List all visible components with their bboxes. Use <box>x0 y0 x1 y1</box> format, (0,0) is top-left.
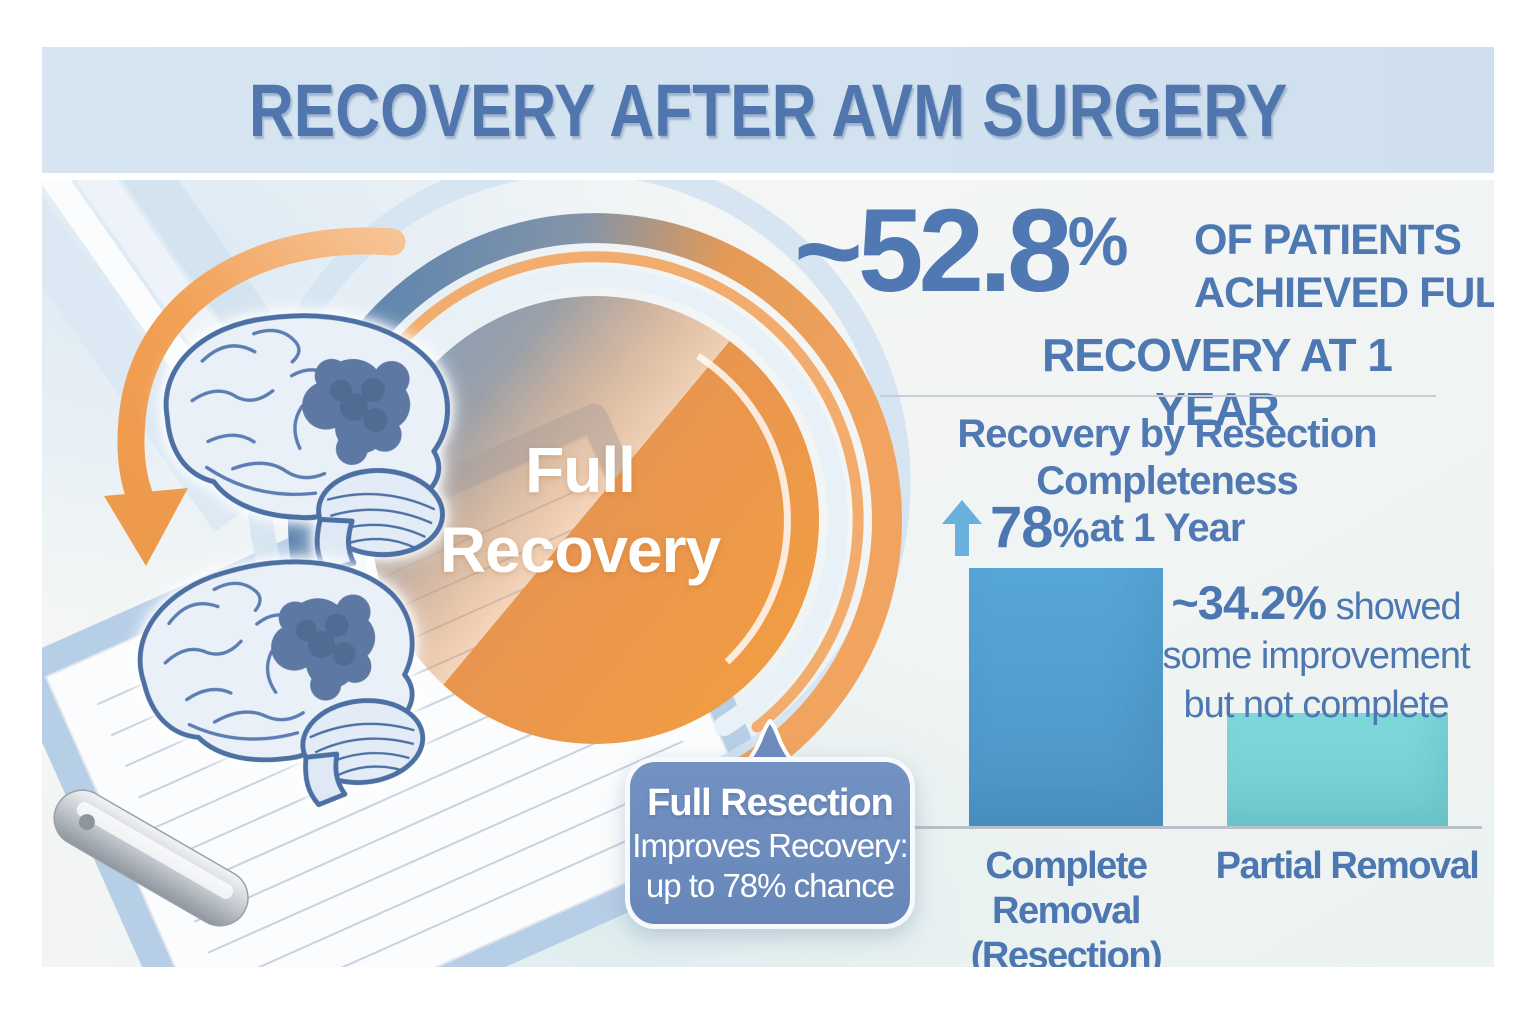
partial-removal-note: ~34.2% showed some improvement but not c… <box>1146 578 1486 730</box>
gauge-disc <box>371 296 819 744</box>
x-label-partial-removal: Partial Removal <box>1215 845 1480 887</box>
callout-full-resection: Full Resection Improves Recovery: up to … <box>625 757 915 929</box>
curved-arrow-icon <box>104 227 406 566</box>
bar-annotation-complete: 78% <box>942 494 1090 561</box>
gauge-label-line1: Full <box>525 434 636 506</box>
x-label-complete-removal: Complete Removal (Resection) <box>970 845 1163 967</box>
note-line2: some improvement <box>1162 635 1470 677</box>
bar-complete-removal <box>969 568 1163 827</box>
title-banner: RECOVERY AFTER AVM SURGERY <box>42 47 1494 173</box>
page-title: RECOVERY AFTER AVM SURGERY <box>248 68 1288 152</box>
callout-title: Full Resection <box>647 781 894 824</box>
chart-title-line1: Recovery by Resection Completeness <box>957 412 1377 503</box>
up-arrow-icon <box>942 499 982 556</box>
headline-stat-side: OF PATIENTS ACHIEVED FULL <box>1194 214 1494 320</box>
stat-side-line1: OF PATIENTS <box>1194 216 1462 264</box>
partial-stat-value: ~34.2% <box>1171 576 1327 629</box>
content-frame: RECOVERY AFTER AVM SURGERY <box>42 47 1494 967</box>
bar-partial-removal <box>1227 713 1448 827</box>
clip-icon <box>53 789 249 927</box>
stat-side-line2: ACHIEVED FULL <box>1194 269 1494 317</box>
chart-title-line2: at 1 Year <box>1089 506 1246 550</box>
chart-title: Recovery by Resection Completeness at 1 … <box>842 411 1492 552</box>
gauge-inner-highlight <box>696 353 791 665</box>
headline-stat-line3: RECOVERY AT 1 YEAR <box>1042 329 1393 435</box>
gauge-label-line2: Recovery <box>439 514 721 586</box>
brain-top <box>158 309 453 576</box>
headline-stat-value: ~52.8% <box>794 185 1129 317</box>
divider-line <box>880 395 1436 397</box>
gauge-label: Full Recovery <box>402 430 758 590</box>
percent-sign: % <box>1067 203 1129 280</box>
percent-sign: % <box>1052 509 1090 556</box>
chart-baseline <box>892 826 1482 829</box>
brain-illustration <box>104 227 1494 967</box>
note-line3: but not complete <box>1183 684 1450 726</box>
brain-bottom <box>131 549 429 821</box>
main-panel: Full Recovery <box>42 180 1494 967</box>
callout-line3: up to 78% chance <box>645 867 895 905</box>
callout-line2: Improves Recovery: <box>632 826 908 864</box>
